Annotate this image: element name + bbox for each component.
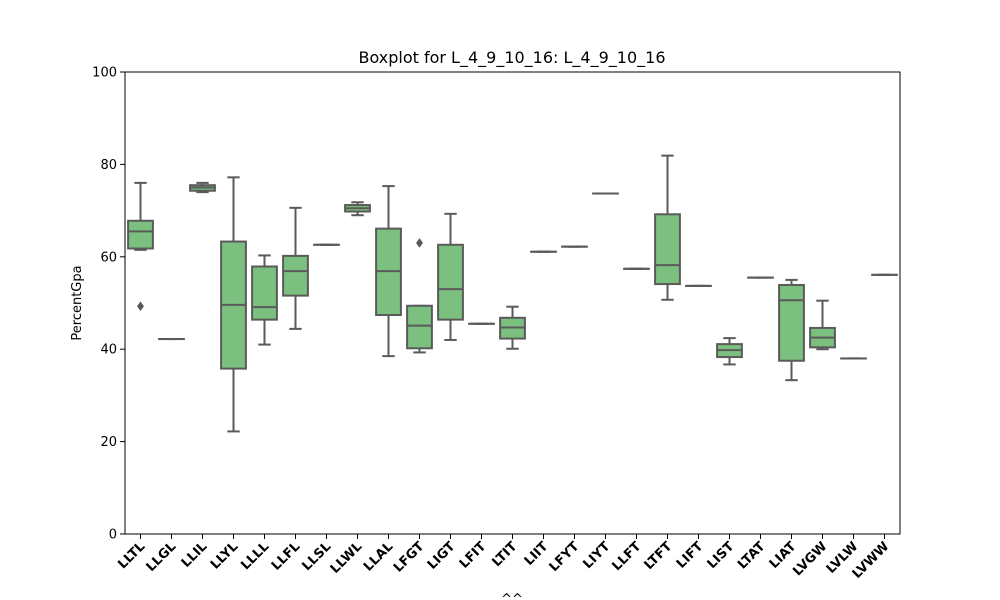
x-tick-label: LTFT (642, 539, 676, 573)
x-tick-label: LFYT (547, 539, 583, 575)
x-axis-label: ^^ (501, 592, 523, 600)
x-tick-label: LFGT (391, 539, 427, 575)
box-ligt (437, 243, 464, 321)
x-tick-label: LIGT (425, 539, 459, 573)
x-tick-label: LIST (705, 539, 738, 572)
y-tick-label: 20 (100, 435, 117, 450)
x-tick-label: LLGL (144, 539, 180, 575)
outlier-point (136, 301, 145, 312)
box-liat (778, 283, 805, 362)
box-lltl (127, 219, 154, 250)
box-lfgt (406, 304, 433, 350)
chart-title: Boxplot for L_4_9_10_16: L_4_9_10_16 (358, 48, 665, 68)
y-tick-label: 100 (92, 66, 117, 81)
box-ltft (654, 213, 681, 286)
outlier-point (415, 238, 424, 248)
x-tick-label: LVGW (790, 539, 830, 579)
x-tick-label: LLIL (179, 539, 211, 571)
box-llfl (282, 254, 309, 297)
x-tick-label: LLLL (238, 539, 272, 573)
y-axis-label: PercentGpa (70, 265, 85, 340)
x-tick-label: LIYT (581, 539, 614, 572)
x-tick-label: LLTL (115, 539, 148, 572)
y-tick-label: 60 (100, 250, 117, 265)
x-tick-label: LTIT (489, 539, 520, 570)
y-tick-label: 80 (100, 158, 117, 173)
x-tick-label: LLFT (609, 539, 644, 574)
box-llll (251, 265, 278, 321)
x-tick-label: LLFL (269, 539, 303, 573)
x-tick-label: LIFT (674, 539, 707, 572)
x-tick-label: LLYL (208, 539, 241, 572)
x-tick-label: LLWL (328, 539, 366, 577)
y-tick-label: 0 (109, 528, 117, 543)
y-tick-label: 40 (100, 343, 117, 358)
x-tick-label: LTAT (735, 539, 768, 572)
x-tick-label: LFIT (457, 539, 490, 572)
x-tick-label: LLAL (361, 539, 396, 574)
